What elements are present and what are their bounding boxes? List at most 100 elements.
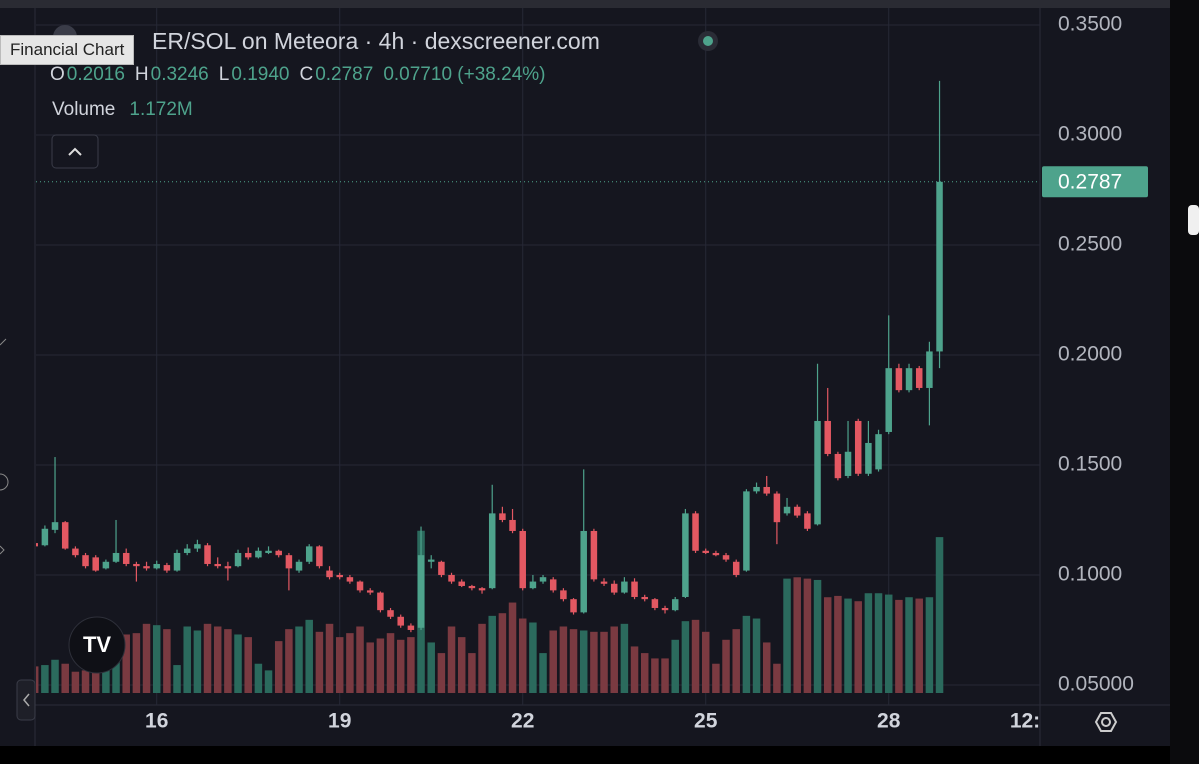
ohlc-item: H 0.3246 (135, 64, 209, 86)
candle-body (885, 368, 892, 432)
volume-bar (732, 629, 740, 693)
volume-bar (640, 653, 649, 693)
candle-body (305, 546, 313, 562)
ohlc-value: 0.1940 (231, 64, 290, 85)
volume-legend: Volume 1.172M (52, 99, 193, 121)
volume-bar (508, 602, 517, 693)
candle-body (102, 561, 110, 569)
volume-bar (132, 633, 141, 693)
candle-body (590, 530, 598, 580)
candle-body (610, 583, 618, 593)
candle-body (732, 561, 740, 575)
candle-body (183, 548, 191, 553)
volume-bar (41, 665, 49, 693)
volume-bar (569, 629, 578, 693)
volume-bar (539, 653, 547, 693)
volume-bar (295, 626, 303, 693)
volume-bar (651, 658, 659, 693)
volume-bar (346, 633, 354, 693)
candle-body (224, 566, 232, 569)
candle-body (214, 563, 221, 567)
status-dot (703, 36, 713, 46)
ohlc-key: C (299, 64, 314, 85)
candle-body (488, 513, 496, 589)
collapse-button[interactable] (16, 679, 36, 721)
volume-bar (722, 639, 730, 693)
volume-bar (823, 597, 832, 693)
volume-bar (396, 639, 405, 693)
candle-body (499, 513, 506, 520)
volume-bar (752, 618, 761, 693)
x-tick-label: 25 (694, 710, 718, 733)
volume-bar (427, 642, 435, 693)
y-tick-label: 0.2000 (1058, 343, 1122, 366)
candle-body (133, 563, 140, 567)
volume-bar (315, 631, 324, 693)
candle-body (163, 565, 171, 571)
volume-bar (173, 665, 181, 693)
svg-text:TV: TV (83, 632, 111, 657)
volume-bar (457, 637, 466, 693)
collapse-icon (23, 693, 30, 707)
candle-body (529, 581, 537, 589)
volume-bar (834, 595, 842, 693)
volume-bar (274, 641, 283, 693)
candle-body (692, 513, 699, 551)
volume-bar (905, 597, 913, 693)
volume-bar (447, 626, 456, 693)
candle-body (519, 530, 526, 589)
volume-bar (356, 626, 364, 693)
y-tick-label: 0.05000 (1058, 673, 1134, 696)
candle-body (346, 577, 354, 582)
candle-body (112, 552, 120, 562)
volume-bar (183, 626, 191, 693)
candle-body (458, 581, 465, 586)
volume-bar (163, 629, 171, 693)
candle-body (377, 592, 384, 611)
candle-body (285, 555, 293, 569)
volume-bar (895, 599, 903, 693)
volume-bar (600, 631, 608, 693)
ohlc-value: 0.3246 (150, 64, 209, 85)
collapse-legend-button[interactable] (51, 134, 99, 169)
volume-bar (844, 598, 852, 693)
candle-body (539, 577, 547, 582)
volume-bar (152, 625, 161, 693)
candle-body (153, 563, 160, 569)
candle-body (753, 486, 760, 492)
candle-body (407, 625, 415, 630)
ohlc-value: 0.2787 (315, 64, 374, 85)
candle-body (336, 574, 343, 578)
candle-body (661, 607, 669, 611)
candle-body (356, 581, 364, 591)
candle-body (651, 599, 659, 608)
candle-body (438, 561, 445, 575)
y-tick-label: 0.3000 (1058, 122, 1122, 145)
volume-value: 1.172M (129, 99, 193, 120)
ohlc-legend: O 0.2016 H 0.3246 L 0.1940 C 0.2787 0.07710 (+38… (50, 64, 545, 86)
volume-bar (91, 671, 100, 693)
volume-bar (335, 637, 344, 693)
candle-body (560, 590, 567, 600)
volume-bar (81, 670, 90, 693)
volume-bar (610, 626, 618, 693)
y-tick-label: 0.1000 (1058, 563, 1122, 586)
settings-icon[interactable] (1094, 712, 1118, 732)
volume-bar (935, 537, 944, 693)
candle-body (366, 590, 374, 593)
volume-bar (681, 621, 690, 693)
volume-bar (620, 623, 629, 693)
right-edge (1170, 0, 1199, 764)
candle-body (122, 552, 130, 564)
volume-bar (529, 622, 537, 693)
volume-bar (498, 613, 507, 693)
volume-bar (793, 577, 801, 693)
ohlc-key: O (50, 64, 65, 85)
volume-bar (468, 653, 476, 693)
candle-body (580, 530, 587, 613)
candle-body (722, 555, 730, 560)
candle-body (682, 513, 689, 597)
candle-body (427, 559, 435, 562)
candle-body (173, 552, 181, 571)
candle-body (844, 451, 852, 476)
